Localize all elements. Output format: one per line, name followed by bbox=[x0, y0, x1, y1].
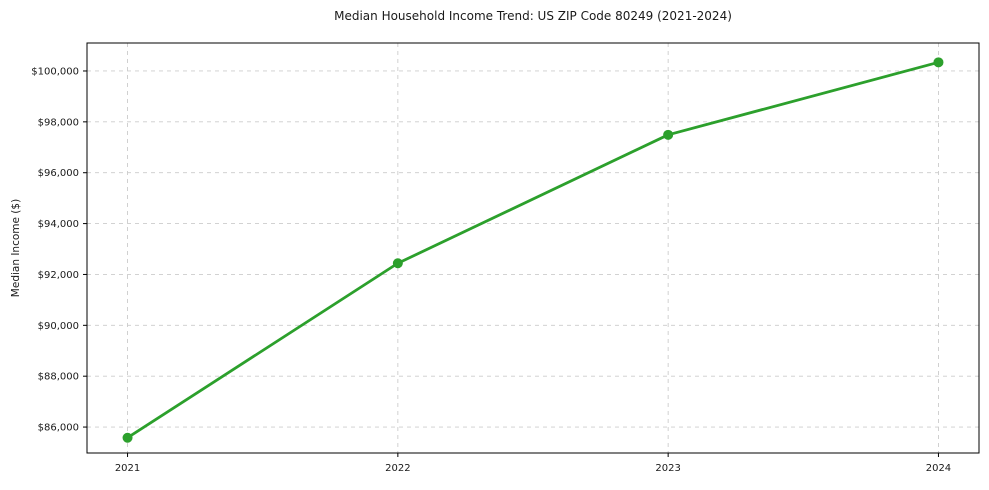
x-tick-label: 2024 bbox=[926, 463, 951, 474]
data-point bbox=[392, 258, 403, 269]
plot-border bbox=[86, 42, 980, 454]
y-tick-label: $86,000 bbox=[38, 423, 79, 434]
y-tick-label: $90,000 bbox=[38, 321, 79, 332]
y-tick-label: $94,000 bbox=[38, 219, 79, 230]
chart-title: Median Household Income Trend: US ZIP Co… bbox=[334, 9, 732, 23]
data-point bbox=[663, 129, 674, 140]
y-tick-label: $98,000 bbox=[38, 117, 79, 128]
y-tick-label: $88,000 bbox=[38, 372, 79, 383]
y-tick-label: $92,000 bbox=[38, 270, 79, 281]
data-point bbox=[122, 432, 133, 443]
x-tick-label: 2023 bbox=[655, 463, 680, 474]
x-tick-label: 2021 bbox=[115, 463, 140, 474]
y-tick-label: $96,000 bbox=[38, 168, 79, 179]
trend-line bbox=[126, 60, 940, 440]
data-point bbox=[933, 57, 944, 68]
x-tick-label: 2022 bbox=[385, 463, 410, 474]
y-tick-label: $100,000 bbox=[31, 66, 79, 77]
